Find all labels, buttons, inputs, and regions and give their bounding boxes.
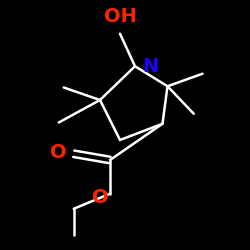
Text: O: O <box>50 143 67 162</box>
Text: OH: OH <box>104 7 136 26</box>
Text: O: O <box>92 188 108 207</box>
Text: N: N <box>142 57 158 76</box>
